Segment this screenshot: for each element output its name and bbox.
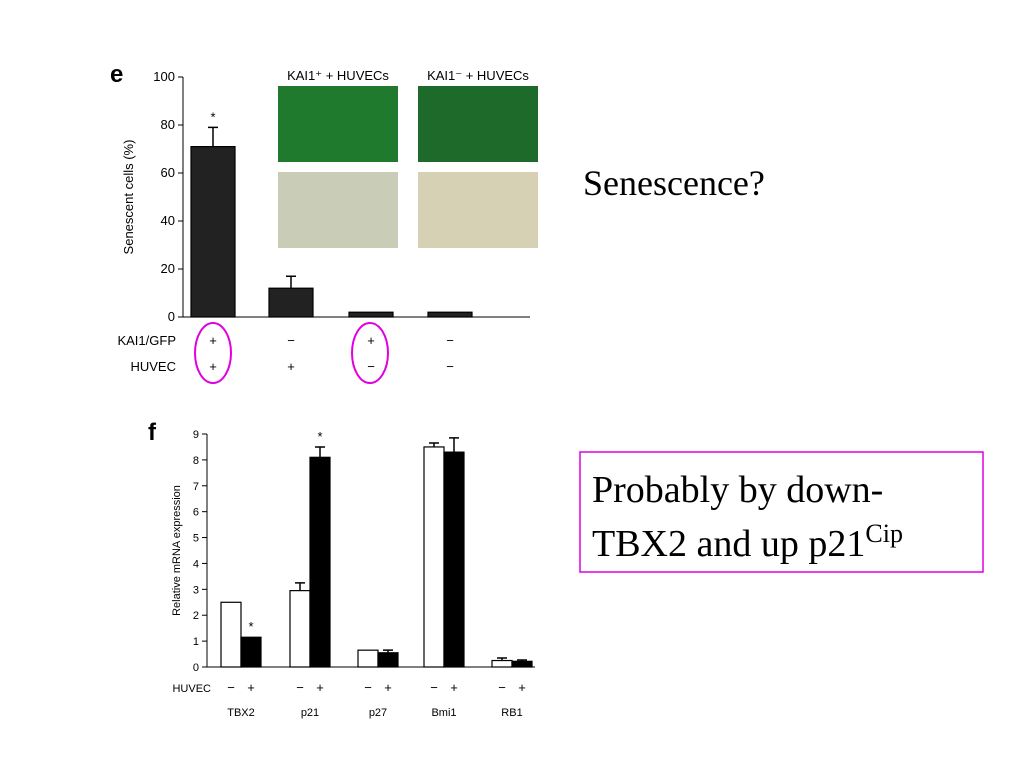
bar: [240, 636, 262, 668]
bar: [220, 601, 242, 668]
error-bar: [517, 659, 527, 662]
y-tick-label: 100: [153, 69, 175, 84]
y-tick-label: 1: [193, 636, 199, 648]
y-axis-title: Relative mRNA expression: [171, 485, 183, 616]
row-label: HUVEC: [130, 359, 176, 374]
row-label: KAI1/GFP: [117, 333, 176, 348]
micrograph: [278, 172, 398, 248]
significance-mark: *: [210, 109, 215, 124]
y-tick-label: 80: [161, 117, 175, 132]
bar: [348, 311, 394, 318]
bar: [268, 287, 314, 318]
micrograph: [418, 172, 538, 248]
error-bar: [208, 126, 218, 147]
series-label: −: [430, 680, 438, 695]
bar: [309, 456, 331, 668]
series-label: −: [296, 680, 304, 695]
y-tick-label: 4: [193, 558, 199, 570]
y-tick-label: 5: [193, 533, 199, 545]
y-tick-label: 6: [193, 507, 199, 519]
error-bar: [429, 442, 439, 447]
condition-sign: −: [367, 359, 375, 374]
series-label: +: [316, 680, 324, 695]
y-tick-label: 40: [161, 213, 175, 228]
condition-sign: −: [287, 333, 295, 348]
note-text: TBX2 and up p21: [592, 523, 865, 565]
note-box: [579, 451, 984, 573]
bar: [423, 446, 445, 668]
y-tick-label: 3: [193, 584, 199, 596]
question: Senescence?: [583, 163, 765, 203]
series-label: −: [498, 680, 506, 695]
micrograph: [278, 86, 398, 162]
bar: [491, 659, 513, 668]
bar: [190, 146, 236, 318]
x-tick-label: Bmi1: [431, 707, 456, 719]
error-bar: [286, 275, 296, 289]
y-tick-label: 20: [161, 261, 175, 276]
micrograph: [418, 86, 538, 162]
y-tick-label: 9: [193, 429, 199, 441]
image-label: KAI1⁺ + HUVECs: [287, 68, 389, 83]
panel-label: e: [110, 61, 123, 88]
note-line: TBX2 and up p21Cip: [592, 519, 903, 565]
bar: [443, 451, 465, 668]
series-label: +: [450, 680, 458, 695]
error-bar: [497, 657, 507, 661]
series-label: +: [384, 680, 392, 695]
y-axis-title: Senescent cells (%): [121, 140, 136, 255]
bar: [357, 649, 379, 668]
superscript: Cip: [865, 519, 903, 548]
x-tick-label: p21: [301, 707, 319, 719]
bar: [289, 590, 311, 668]
error-bar: [383, 649, 393, 653]
series-label: +: [247, 680, 255, 695]
bar: [427, 311, 473, 318]
y-tick-label: 8: [193, 455, 199, 467]
significance-mark: *: [248, 619, 253, 634]
y-tick-label: 0: [168, 309, 175, 324]
series-label: +: [518, 680, 526, 695]
series-label: −: [227, 680, 235, 695]
bar: [511, 660, 533, 668]
condition-sign: +: [209, 359, 217, 374]
series-label: −: [364, 680, 372, 695]
significance-mark: *: [317, 429, 322, 444]
row-label: HUVEC: [172, 683, 211, 695]
condition-sign: −: [446, 333, 454, 348]
x-tick-label: RB1: [501, 707, 522, 719]
bar: [377, 652, 399, 668]
error-bar: [315, 446, 325, 458]
y-tick-label: 60: [161, 165, 175, 180]
error-bar: [295, 582, 305, 591]
x-tick-label: p27: [369, 707, 387, 719]
image-label: KAI1⁻ + HUVECs: [427, 68, 529, 83]
condition-sign: +: [209, 333, 217, 348]
y-tick-label: 7: [193, 481, 199, 493]
x-tick-label: TBX2: [227, 707, 255, 719]
note-line: Probably by down-: [592, 469, 883, 511]
highlight-circle: [194, 322, 232, 384]
condition-sign: +: [287, 359, 295, 374]
y-tick-label: 2: [193, 610, 199, 622]
condition-sign: +: [367, 333, 375, 348]
highlight-circle: [351, 322, 389, 384]
panel-label: f: [148, 419, 157, 446]
error-bar: [449, 437, 459, 453]
condition-sign: −: [446, 359, 454, 374]
y-tick-label: 0: [193, 662, 199, 674]
